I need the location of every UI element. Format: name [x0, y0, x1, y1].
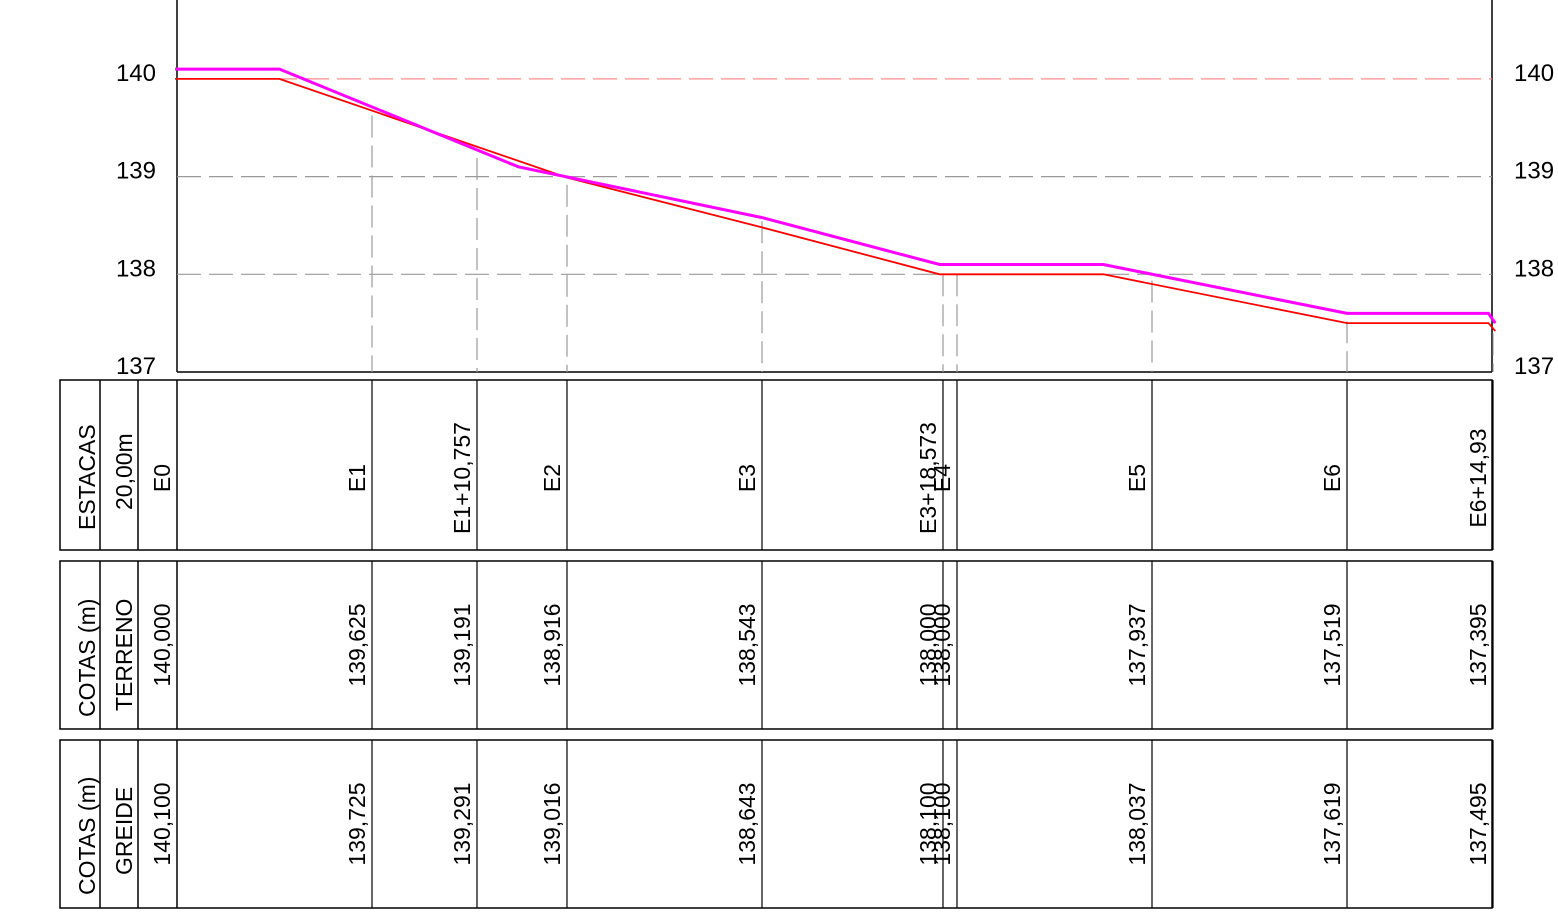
table-cell: E1: [344, 464, 370, 492]
table-cell: E0: [149, 464, 175, 492]
y-tick-label-right: 140: [1514, 60, 1554, 87]
terreno-row: 140,000 139,625 139,191 138,916 138,543 138,0…: [149, 561, 1494, 729]
station-guide-lines: [371, 115, 1494, 372]
table-cell: E6+14,93: [1465, 428, 1491, 527]
table-cell: 138,543: [734, 603, 760, 686]
table-cell: E5: [1124, 464, 1150, 492]
table-cell: 138,037: [1124, 782, 1150, 865]
table-cell: E1+10,757: [449, 422, 475, 534]
table-estacas: ESTACAS 20,00m E0 E1 E1+10,757 E2 E3 E3+18,57…: [59, 379, 1494, 551]
table-cell: 137,619: [1319, 782, 1345, 865]
y-tick-label-right: 139: [1514, 158, 1554, 185]
table-cell: 139,016: [539, 782, 565, 865]
table-cell: 139,625: [344, 603, 370, 686]
table-cell: 140,000: [149, 603, 175, 686]
y-tick-label-left: 137: [116, 353, 156, 380]
y-tick-label-left: 140: [116, 60, 156, 87]
terreno-line: [175, 78, 1496, 332]
table-cell: 137,495: [1465, 782, 1491, 865]
table-greide: COTAS (m) GREIDE 140,100 139,725 139,291 13…: [59, 739, 1494, 909]
table-cell: E6: [1319, 464, 1345, 492]
y-axis-left: 140 139 138 137: [116, 60, 156, 380]
greide-line: [175, 67, 1497, 324]
table-cell: 138,100: [929, 782, 955, 865]
greide-row: 140,100 139,725 139,291 139,016 138,643 138,1…: [149, 740, 1494, 908]
estacas-interval: 20,00m: [111, 433, 137, 510]
table-cell: 139,725: [344, 782, 370, 865]
table-cell: 138,100: [915, 782, 941, 865]
y-tick-label-left: 139: [116, 158, 156, 185]
table-cell: E4: [929, 464, 955, 492]
table-cell: 139,191: [449, 603, 475, 686]
table-cell: 137,519: [1319, 603, 1345, 686]
terreno-sublabel: TERRENO: [111, 599, 137, 711]
y-tick-label-left: 138: [116, 255, 156, 282]
table-cell: 140,100: [149, 782, 175, 865]
table-cell: E3: [734, 464, 760, 492]
chart-frame: [176, 0, 1493, 373]
table-cell: 138,000: [929, 603, 955, 686]
profile-series: [175, 67, 1497, 332]
table-cell: 138,643: [734, 782, 760, 865]
table-cell: 138,000: [915, 603, 941, 686]
table-cell: E2: [539, 464, 565, 492]
table-cell: E3+18,573: [915, 422, 941, 534]
greide-label: COTAS (m): [74, 777, 100, 895]
table-cell: 139,291: [449, 782, 475, 865]
estacas-label: ESTACAS: [74, 424, 100, 530]
y-tick-label-right: 138: [1514, 255, 1554, 282]
table-terreno: COTAS (m) TERRENO 140,000 139,625 139,191 1…: [59, 560, 1494, 730]
grid-lines: [177, 78, 1492, 275]
y-axis-right: 140 139 138 137: [1514, 60, 1554, 380]
table-cell: 137,395: [1465, 603, 1491, 686]
greide-sublabel: GREIDE: [111, 787, 137, 875]
table-cell: 138,916: [539, 603, 565, 686]
terreno-label: COTAS (m): [74, 599, 100, 717]
y-tick-label-right: 137: [1514, 353, 1554, 380]
table-cell: 137,937: [1124, 603, 1150, 686]
